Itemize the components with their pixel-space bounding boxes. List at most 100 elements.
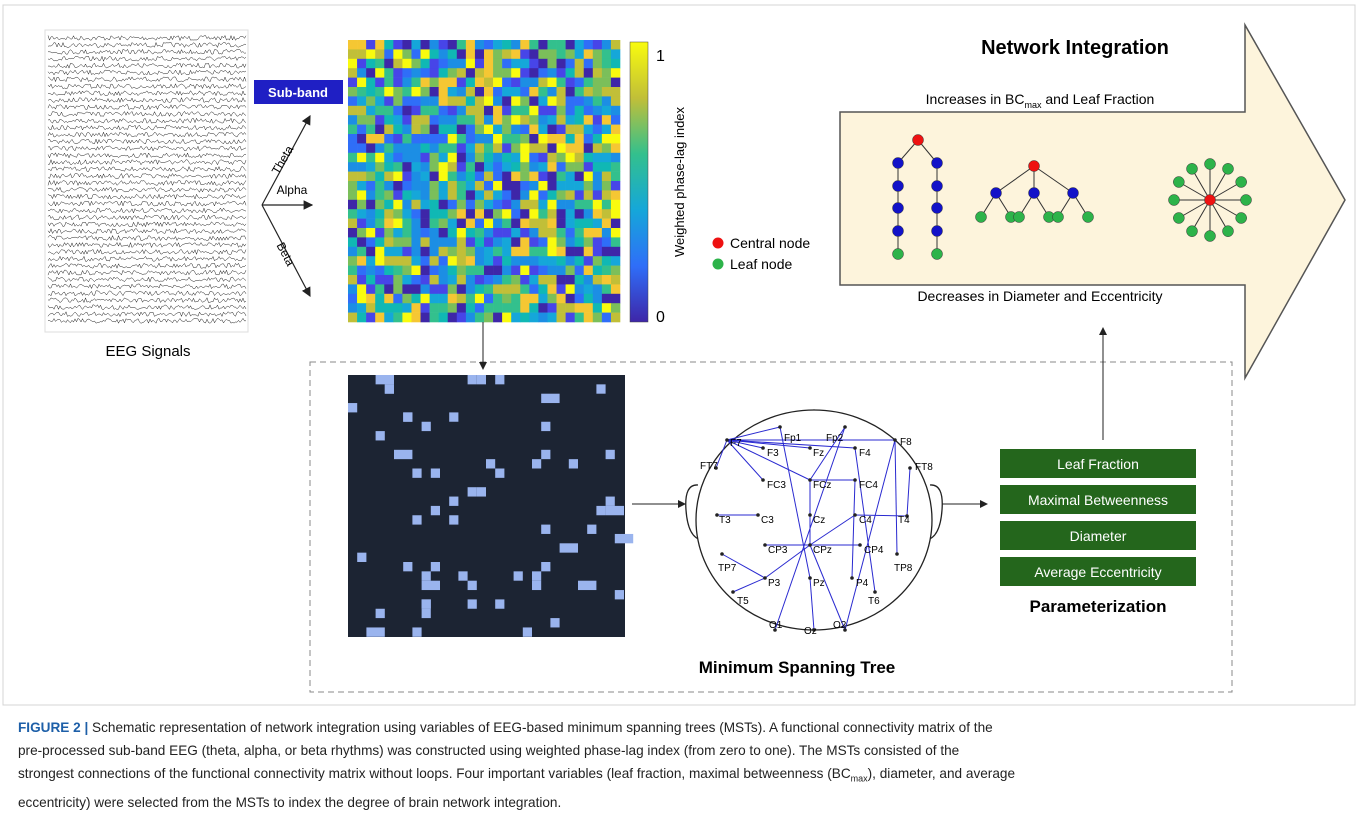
matrix-cell xyxy=(520,256,530,266)
mst-edge xyxy=(726,439,856,449)
matrix-cell xyxy=(538,218,548,229)
matrix-cell xyxy=(456,49,467,60)
matrix-cell xyxy=(556,171,566,182)
electrode xyxy=(908,466,912,470)
matrix-cell xyxy=(547,77,557,88)
matrix-cell xyxy=(511,162,521,172)
matrix-cell xyxy=(583,77,594,88)
matrix-cell xyxy=(565,228,575,238)
tree-node xyxy=(892,225,904,237)
matrix-cell xyxy=(447,77,458,88)
matrix-cell xyxy=(465,87,476,97)
matrix-cell xyxy=(502,312,512,323)
matrix-cell xyxy=(465,115,476,125)
sparse-matrix xyxy=(348,375,625,637)
matrix-cell xyxy=(474,312,485,323)
matrix-cell xyxy=(384,124,394,135)
tree-node xyxy=(1235,212,1247,224)
matrix-cell xyxy=(411,134,421,144)
matrix-cell xyxy=(474,199,485,210)
matrix-cell xyxy=(484,209,494,219)
matrix-cell xyxy=(538,87,548,97)
matrix-cell xyxy=(583,40,594,50)
matrix-cell xyxy=(493,228,503,238)
mst-edge xyxy=(726,426,781,441)
matrix-cell xyxy=(474,275,485,285)
matrix-cell xyxy=(592,96,603,107)
matrix-cell xyxy=(493,49,503,60)
sparse-cell xyxy=(550,618,560,628)
matrix-cell xyxy=(574,105,585,116)
matrix-cell xyxy=(574,115,585,125)
tree-node xyxy=(1186,163,1198,175)
matrix-cell xyxy=(420,105,430,116)
tree-edge xyxy=(1178,199,1211,219)
mst-edge xyxy=(854,447,876,593)
matrix-cell xyxy=(565,143,575,154)
matrix-cell xyxy=(502,284,512,295)
matrix-cell xyxy=(610,96,621,107)
matrix-cell xyxy=(348,77,358,88)
matrix-cell xyxy=(429,312,439,323)
tree-node xyxy=(1240,194,1252,206)
eeg-label: EEG Signals xyxy=(105,343,190,360)
matrix-cell xyxy=(592,275,603,285)
matrix-cell xyxy=(366,303,376,313)
matrix-cell xyxy=(348,68,358,78)
matrix-cell xyxy=(348,40,358,50)
tree-node xyxy=(892,157,904,169)
matrix-cell xyxy=(601,228,612,238)
matrix-cell xyxy=(601,171,612,182)
matrix-cell xyxy=(484,256,494,266)
matrix-cell xyxy=(502,199,512,210)
matrix-cell xyxy=(375,40,385,50)
matrix-cell xyxy=(393,134,403,144)
matrix-cell xyxy=(574,256,585,266)
matrix-cell xyxy=(465,143,476,154)
matrix-cell xyxy=(375,303,385,313)
matrix-cell xyxy=(411,124,421,135)
eeg-traces xyxy=(47,34,247,324)
matrix-cell xyxy=(456,96,467,107)
matrix-cell xyxy=(402,105,412,116)
matrix-cell xyxy=(610,162,621,172)
matrix-cell xyxy=(348,124,358,135)
matrix-cell xyxy=(574,209,585,219)
matrix-cell xyxy=(357,293,367,304)
matrix-cell xyxy=(565,162,575,172)
matrix-cell xyxy=(583,303,594,313)
parameter-box xyxy=(1000,557,1196,586)
matrix-cell xyxy=(565,134,575,144)
matrix-cell xyxy=(538,96,548,107)
tree-node xyxy=(1052,211,1064,223)
eeg-trace xyxy=(47,179,247,187)
matrix-cell xyxy=(556,152,566,163)
band-label: Alpha xyxy=(277,183,308,197)
matrix-cell xyxy=(574,265,585,276)
matrix-cell xyxy=(447,190,458,201)
matrix-cell xyxy=(348,293,358,304)
matrix-cell xyxy=(447,303,458,313)
matrix-cell xyxy=(456,284,467,295)
matrix-cell xyxy=(610,284,621,295)
matrix-cell xyxy=(402,181,412,191)
electrode xyxy=(850,576,854,580)
sparse-cell xyxy=(430,562,440,572)
connectivity-matrix xyxy=(348,40,621,323)
mst-edge xyxy=(906,467,911,517)
matrix-cell xyxy=(402,312,412,323)
matrix-cell xyxy=(384,87,394,97)
matrix-cell xyxy=(375,162,385,172)
matrix-cell xyxy=(384,209,394,219)
sparse-cell xyxy=(614,533,634,544)
eeg-trace xyxy=(47,241,247,249)
matrix-cell xyxy=(520,312,530,323)
matrix-cell xyxy=(456,77,467,88)
parameter-label: Diameter xyxy=(1070,528,1127,544)
matrix-cell xyxy=(357,209,367,219)
matrix-cell xyxy=(357,49,367,60)
matrix-cell xyxy=(520,49,530,60)
matrix-cell xyxy=(375,49,385,60)
matrix-cell xyxy=(366,68,376,78)
matrix-cell xyxy=(538,312,548,323)
